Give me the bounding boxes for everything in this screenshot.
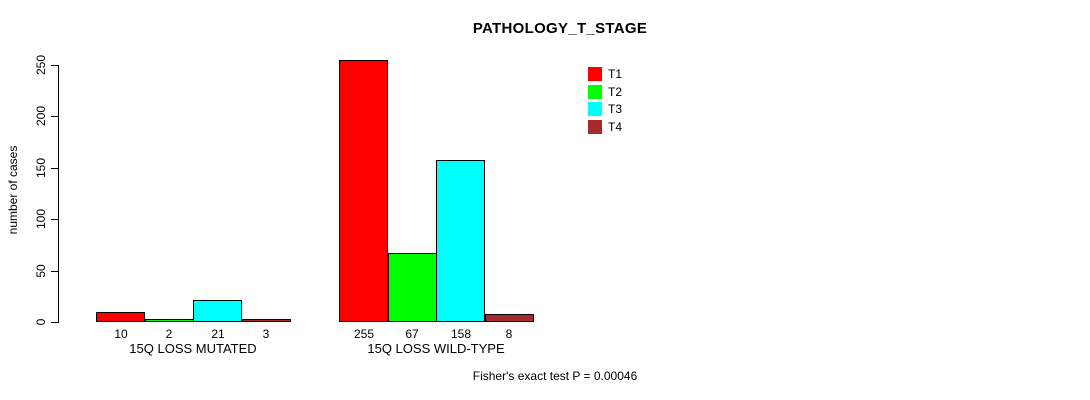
y-tick-label: 200 [34, 105, 48, 127]
y-tick [51, 168, 58, 169]
y-tick-label: 100 [34, 208, 48, 230]
bar-t2-group1 [145, 319, 194, 322]
bar-value-label: 67 [405, 327, 419, 341]
legend-swatch-t1 [588, 67, 602, 81]
group-label: 15Q LOSS WILD-TYPE [367, 341, 505, 356]
bar-t3-group1 [193, 300, 242, 322]
bar-value-label: 10 [114, 327, 128, 341]
bar-t2-group2 [388, 253, 437, 322]
legend-swatch-t3 [588, 102, 602, 116]
bar-value-label: 3 [262, 327, 270, 341]
bar-value-label: 2 [165, 327, 173, 341]
fisher-test-annotation: Fisher's exact test P = 0.00046 [472, 369, 638, 383]
chart-title: PATHOLOGY_T_STAGE [472, 20, 648, 37]
legend-swatch-t4 [588, 120, 602, 134]
y-axis-line [58, 65, 59, 323]
y-tick-label: 0 [34, 318, 48, 326]
legend-label-t4: T4 [608, 120, 623, 134]
legend-swatch-t2 [588, 85, 602, 99]
y-axis-label: number of cases [6, 145, 20, 235]
y-tick [51, 219, 58, 220]
y-tick [51, 271, 58, 272]
y-tick-label: 50 [34, 264, 48, 278]
bar-value-label: 255 [353, 327, 375, 341]
bar-value-label: 158 [450, 327, 472, 341]
y-tick [51, 322, 58, 323]
legend-label-t1: T1 [608, 67, 623, 81]
bar-t3-group2 [436, 160, 485, 322]
bar-value-label: 21 [211, 327, 225, 341]
bar-t1-group1 [96, 312, 145, 322]
legend-label-t2: T2 [608, 85, 623, 99]
y-tick-label: 150 [34, 157, 48, 179]
legend-label-t3: T3 [608, 102, 623, 116]
bar-value-label: 8 [505, 327, 513, 341]
group-label: 15Q LOSS MUTATED [129, 341, 257, 356]
bar-t4-group2 [485, 314, 534, 322]
y-tick-label: 250 [34, 54, 48, 76]
bar-t1-group2 [339, 60, 388, 322]
y-tick [51, 116, 58, 117]
bar-t4-group1 [242, 319, 291, 322]
y-tick [51, 65, 58, 66]
